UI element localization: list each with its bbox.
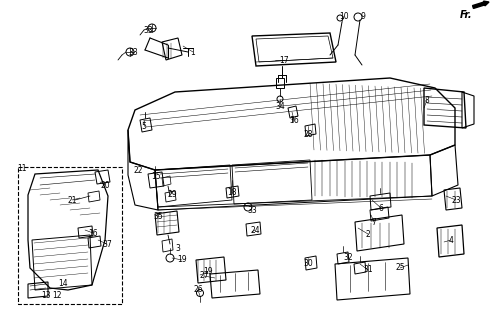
Text: 30: 30 [303,260,313,268]
Text: 1: 1 [190,47,195,57]
Text: 36: 36 [289,116,299,124]
Text: 21: 21 [67,196,77,204]
Text: 8: 8 [425,95,429,105]
Text: 19: 19 [203,268,213,276]
Text: 24: 24 [250,226,260,235]
Text: 35: 35 [153,212,163,220]
Text: 13: 13 [41,292,51,300]
Text: 17: 17 [279,55,289,65]
Text: 32: 32 [343,253,353,262]
Text: 12: 12 [52,292,62,300]
Text: 14: 14 [58,279,68,289]
Text: 15: 15 [151,172,161,180]
Text: 3: 3 [175,244,180,252]
Text: 22: 22 [133,165,143,174]
Text: 2: 2 [366,229,370,238]
Text: 33: 33 [128,47,138,57]
Text: 25: 25 [395,263,405,273]
FancyArrow shape [472,1,489,8]
Text: 33: 33 [143,26,153,35]
Text: 18: 18 [227,188,237,196]
Text: 37: 37 [102,239,112,249]
Text: 31: 31 [363,266,373,275]
Text: 23: 23 [451,196,461,204]
Text: 16: 16 [88,228,98,237]
Text: 19: 19 [177,255,187,265]
Text: 26: 26 [193,285,203,294]
Text: 9: 9 [361,12,365,20]
Text: 6: 6 [379,204,383,212]
Text: 27: 27 [199,271,209,281]
Text: 20: 20 [100,180,110,189]
Text: 11: 11 [17,164,27,172]
Text: 28: 28 [303,130,313,139]
Text: Fr.: Fr. [460,10,472,20]
Text: 4: 4 [448,236,453,244]
Text: 7: 7 [372,218,376,227]
Text: 33: 33 [247,205,257,214]
Text: 5: 5 [142,122,146,131]
Text: 29: 29 [167,189,177,198]
Text: 34: 34 [275,101,285,110]
Text: 10: 10 [339,12,349,20]
